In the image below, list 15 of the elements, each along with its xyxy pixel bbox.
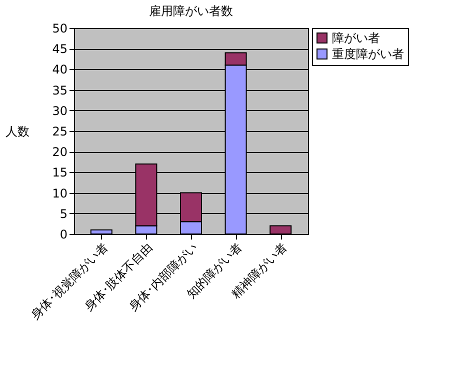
y-tick-label: 30 (52, 104, 68, 118)
y-tick-label: 5 (60, 206, 68, 221)
y-tick-label: 0 (60, 228, 68, 242)
y-tick-label: 45 (52, 42, 68, 56)
legend-label: 障がい者 (332, 31, 380, 45)
legend-label: 重度障がい者 (332, 47, 404, 61)
y-tick-label: 15 (52, 166, 68, 180)
y-tick-label: 35 (52, 83, 68, 98)
y-tick-label: 10 (52, 186, 68, 200)
y-tick-label: 25 (52, 124, 68, 138)
y-tick-label: 50 (52, 22, 68, 36)
chart-title: 雇用障がい者数 (149, 4, 233, 18)
y-axis-title: 人数 (6, 124, 30, 138)
y-tick-label: 40 (52, 62, 68, 77)
y-tick-label: 20 (52, 145, 68, 160)
